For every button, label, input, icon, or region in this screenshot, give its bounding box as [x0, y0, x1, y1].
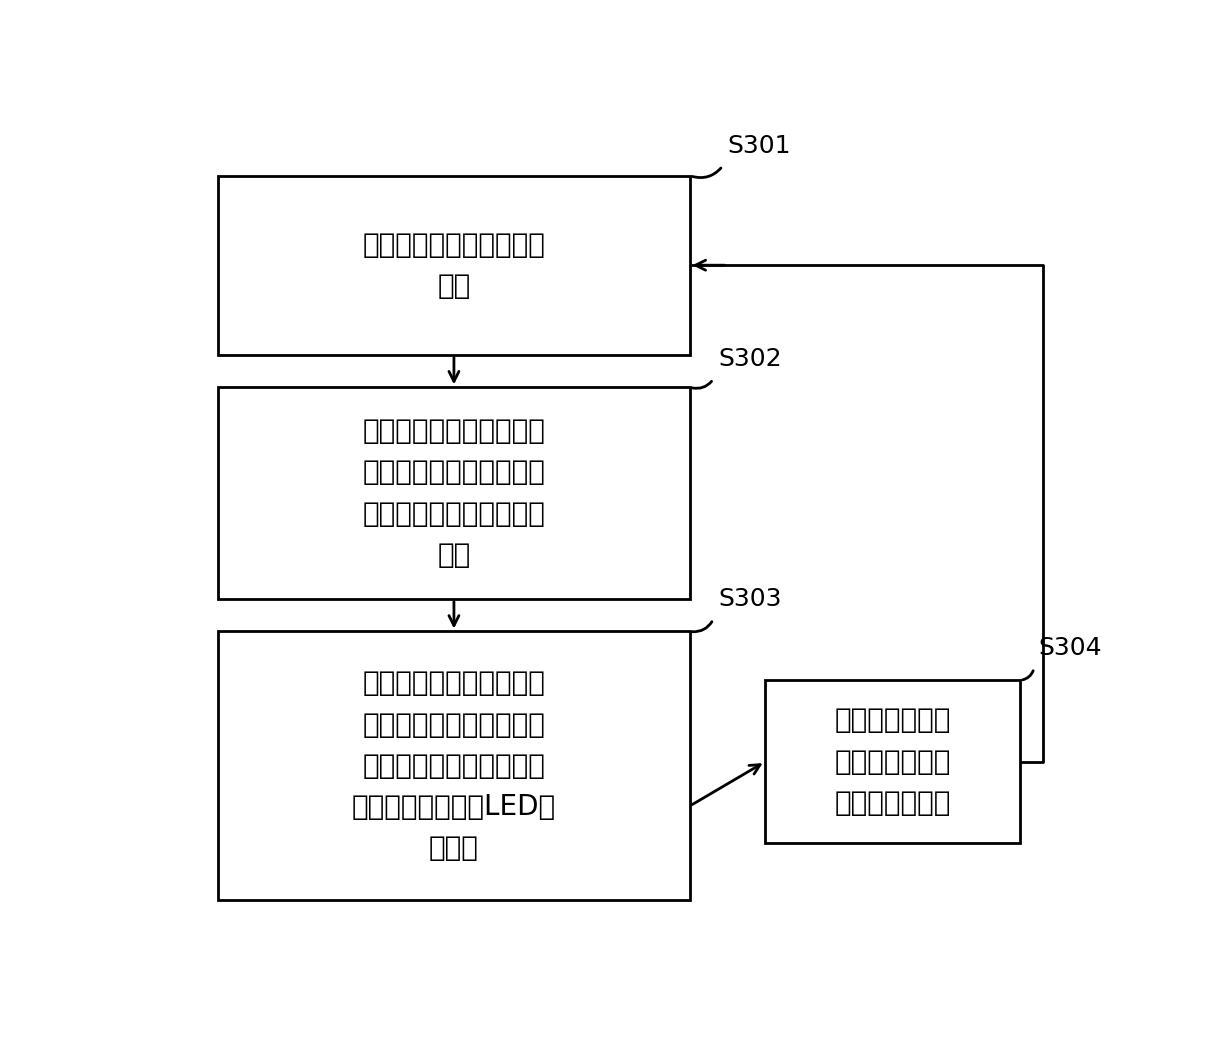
Bar	[218, 175, 690, 355]
Bar	[765, 681, 1020, 843]
Text: S302: S302	[718, 347, 781, 371]
Text: 将所述线性信号
确定为下一个脉
冲宽度调制信号: 将所述线性信号 确定为下一个脉 冲宽度调制信号	[835, 706, 950, 817]
Bar	[218, 387, 690, 599]
Text: 获取当前的脉冲宽度调制
信号: 获取当前的脉冲宽度调制 信号	[363, 230, 545, 300]
Text: S301: S301	[728, 134, 791, 157]
Text: 对所述脉冲宽度调制信号
线性变换，得到所述脉冲
宽度调制信号对应的线性
信号: 对所述脉冲宽度调制信号 线性变换，得到所述脉冲 宽度调制信号对应的线性 信号	[363, 418, 545, 569]
Text: S304: S304	[1038, 636, 1103, 660]
Text: 对所述线性信号非线性变
换得到所述线性信号对应
的调光信号，并利用所述
调光信号调节所述LED灯
的亮度: 对所述线性信号非线性变 换得到所述线性信号对应 的调光信号，并利用所述 调光信号…	[352, 669, 556, 863]
Text: S303: S303	[718, 587, 781, 611]
Bar	[218, 631, 690, 901]
